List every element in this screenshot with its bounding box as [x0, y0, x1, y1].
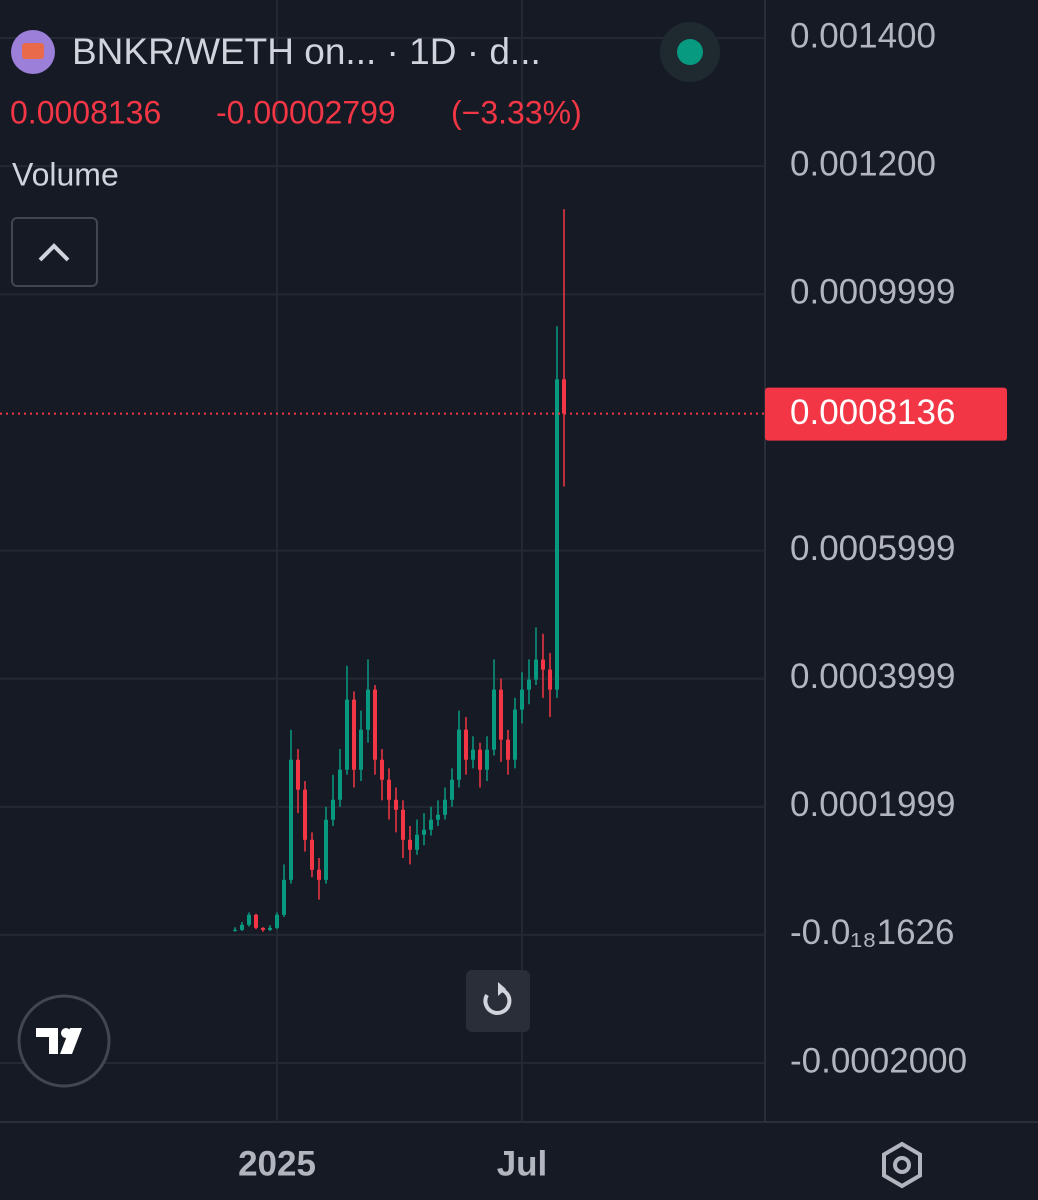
- settings-icon: [893, 1156, 911, 1174]
- chevron-up: [38, 243, 70, 262]
- candle-body: [373, 689, 377, 760]
- candle-body: [562, 379, 566, 414]
- candle-body: [289, 759, 293, 880]
- candle-body: [275, 914, 279, 928]
- tradingview-logo[interactable]: [17, 994, 111, 1088]
- candle-body: [394, 799, 398, 810]
- candle-body: [233, 929, 237, 931]
- last-price-box: [765, 387, 1007, 441]
- candle-body: [457, 729, 461, 780]
- price-axis: 0.001400 0.001200 0.0009999 0.0005999 0.0003…: [238, 16, 1007, 1183]
- candle-body: [485, 749, 489, 770]
- candle-body: [450, 779, 454, 800]
- candle-body: [415, 834, 419, 850]
- reset-button[interactable]: [466, 970, 530, 1032]
- candle-body: [513, 709, 517, 760]
- y-tick-label: 0.001200: [790, 144, 936, 183]
- candle-body: [548, 669, 552, 690]
- candle-body: [366, 689, 370, 730]
- candle-body: [261, 927, 265, 930]
- candle-body: [464, 729, 468, 760]
- candle-body: [352, 699, 356, 770]
- symbol-icon-inner: [22, 43, 44, 59]
- price-change-percent: (−3.33%): [451, 94, 582, 130]
- candle-body: [345, 699, 349, 770]
- candle-body: [408, 839, 412, 850]
- candle-body: [506, 739, 510, 760]
- candle-body: [247, 914, 251, 925]
- candle-body: [254, 914, 258, 928]
- candle-body: [499, 689, 503, 740]
- candle-body: [443, 799, 447, 815]
- grid: [0, 0, 765, 1122]
- plot: [0, 209, 765, 932]
- candle-body: [317, 869, 321, 880]
- candle-body: [527, 679, 531, 690]
- candle-body: [436, 814, 440, 820]
- candle-body: [401, 809, 405, 840]
- y-tick-label: 0.0001999: [790, 785, 955, 824]
- candle-body: [520, 689, 524, 710]
- candle-body: [310, 839, 314, 870]
- price-change: -0.00002799: [216, 94, 396, 130]
- candle-body: [338, 769, 342, 800]
- candle-body: [555, 379, 559, 690]
- candle-body: [429, 819, 433, 830]
- settings-button[interactable]: [882, 1141, 922, 1189]
- candle-body: [359, 729, 363, 770]
- candle-body: [296, 759, 300, 790]
- candle-body: [478, 749, 482, 770]
- logo-dot: [61, 1028, 71, 1038]
- candle-body: [268, 927, 272, 930]
- y-tick-label: -0.0₁₈1626: [790, 913, 955, 952]
- candle-body: [492, 689, 496, 750]
- x-tick-label: Jul: [497, 1144, 548, 1183]
- candle-body: [331, 799, 335, 820]
- volume-legend: Volume: [12, 156, 119, 192]
- y-tick-label: 0.001400: [790, 16, 936, 55]
- candle-body: [541, 659, 545, 670]
- candle-body: [422, 829, 426, 835]
- collapse-button[interactable]: [11, 217, 98, 287]
- y-tick-label: -0.0002000: [790, 1041, 967, 1080]
- symbol-title[interactable]: BNKR/WETH on... · 1D · d...: [72, 31, 541, 72]
- candle-body: [471, 749, 475, 760]
- status-dot: [677, 39, 703, 65]
- x-tick-label: 2025: [238, 1144, 316, 1183]
- y-tick-label: 0.0005999: [790, 529, 955, 568]
- reset-arrow: [498, 982, 506, 996]
- y-tick-label: 0.0003999: [790, 657, 955, 696]
- candle-body: [387, 779, 391, 800]
- candle-body: [303, 789, 307, 840]
- last-price: 0.0008136: [10, 94, 161, 130]
- candle-body: [380, 759, 384, 780]
- y-tick-label: 0.0009999: [790, 273, 955, 312]
- candle-body: [534, 659, 538, 680]
- candle-body: [240, 924, 244, 930]
- reset-icon: [483, 987, 512, 1015]
- last-price-label: 0.0008136: [790, 393, 955, 432]
- candle-body: [282, 879, 286, 915]
- candle-body: [324, 819, 328, 880]
